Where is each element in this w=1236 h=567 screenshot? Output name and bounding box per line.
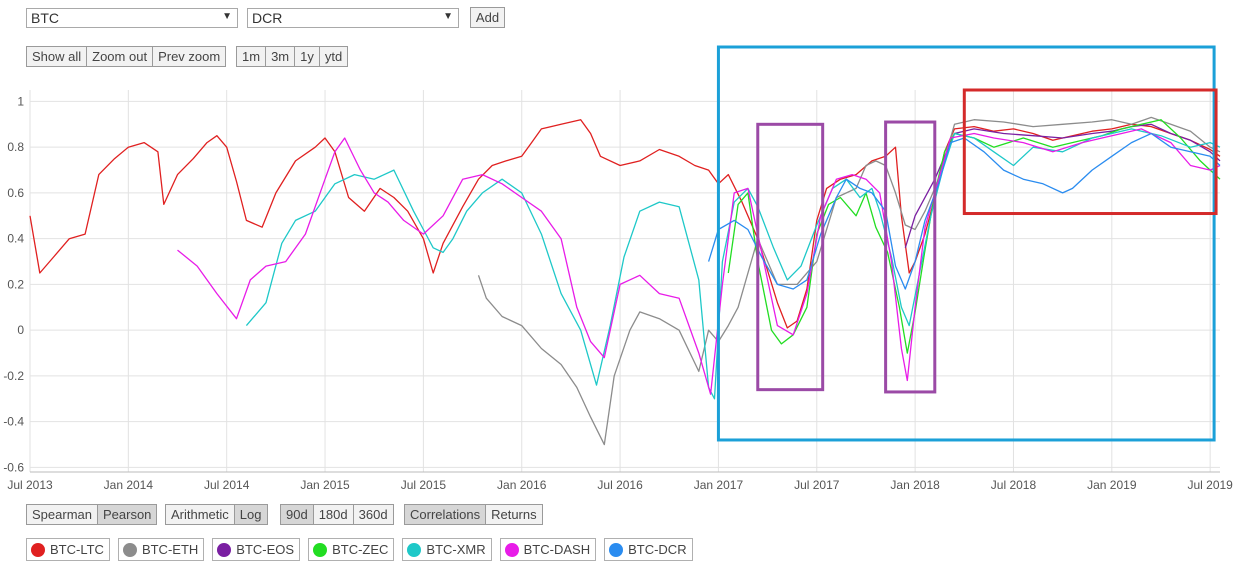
- method-controls: Spearman Pearson: [26, 504, 158, 525]
- legend-item-btc-eth[interactable]: BTC-ETH: [117, 538, 205, 561]
- add-button[interactable]: Add: [470, 7, 505, 28]
- series-line-btc-zec: [727, 119, 1221, 354]
- scale-controls: Arithmetic Log: [165, 504, 268, 525]
- x-tick-label: Jan 2019: [1087, 478, 1137, 492]
- pearson-button[interactable]: Pearson: [97, 504, 158, 525]
- series-color-dot: [31, 542, 45, 557]
- x-tick-label: Jul 2013: [7, 478, 53, 492]
- x-tick-label: Jul 2016: [597, 478, 643, 492]
- series-line-btc-dash: [177, 128, 1221, 395]
- legend-label: BTC-LTC: [50, 542, 104, 557]
- legend-item-btc-eos[interactable]: BTC-EOS: [212, 538, 301, 561]
- legend-label: BTC-EOS: [236, 542, 295, 557]
- series-color-dot: [122, 542, 137, 557]
- chevron-down-icon: ▼: [443, 11, 453, 22]
- legend: BTC-LTC BTC-ETH BTC-EOS BTC-ZEC BTC-XMR …: [26, 538, 693, 561]
- window-90d-button[interactable]: 90d: [280, 504, 314, 525]
- x-tick-label: Jul 2014: [204, 478, 250, 492]
- log-button[interactable]: Log: [234, 504, 268, 525]
- show-all-button[interactable]: Show all: [26, 46, 88, 67]
- y-tick-label: 1: [17, 94, 24, 108]
- x-tick-label: Jul 2018: [991, 478, 1037, 492]
- x-tick-label: Jul 2015: [401, 478, 447, 492]
- x-tick-label: Jan 2018: [890, 478, 940, 492]
- y-tick-label: -0.4: [3, 415, 24, 429]
- series-line-btc-eos: [904, 123, 1221, 248]
- asset-select-2-value: DCR: [252, 10, 283, 26]
- chevron-down-icon: ▼: [222, 11, 232, 22]
- returns-button[interactable]: Returns: [486, 504, 543, 525]
- legend-item-btc-zec[interactable]: BTC-ZEC: [308, 538, 395, 561]
- asset-select-2[interactable]: DCR ▼: [247, 8, 459, 28]
- asset-select-1[interactable]: BTC ▼: [26, 8, 238, 28]
- y-tick-label: -0.6: [3, 460, 24, 474]
- zoom-out-button[interactable]: Zoom out: [87, 46, 154, 67]
- y-tick-label: 0.2: [7, 277, 24, 291]
- window-360d-button[interactable]: 360d: [353, 504, 394, 525]
- range-1m-button[interactable]: 1m: [236, 46, 267, 67]
- x-tick-label: Jul 2019: [1187, 478, 1233, 492]
- legend-item-btc-ltc[interactable]: BTC-LTC: [26, 538, 110, 561]
- legend-label: BTC-ZEC: [332, 542, 389, 557]
- range-3m-button[interactable]: 3m: [266, 46, 296, 67]
- prev-zoom-button[interactable]: Prev zoom: [153, 46, 227, 67]
- series-line-btc-dcr: [707, 132, 1221, 290]
- series-color-dot: [504, 542, 519, 557]
- y-tick-label: 0: [17, 323, 24, 337]
- window-180d-button[interactable]: 180d: [313, 504, 354, 525]
- series-color-dot: [313, 542, 328, 557]
- annotation-box-1: [716, 45, 1216, 442]
- annotation-box-2: [756, 122, 825, 392]
- legend-label: BTC-DASH: [523, 542, 591, 557]
- correlation-chart[interactable]: 1 0.8 0.6 0.4 0.2 0 -0.2 -0.4 -0.6 Jul 2013 Jan 20…: [0, 0, 1236, 500]
- legend-label: BTC-XMR: [426, 542, 486, 557]
- range-1y-button[interactable]: 1y: [295, 46, 320, 67]
- correlations-button[interactable]: Correlations: [404, 504, 487, 525]
- series-color-dot: [609, 542, 624, 557]
- zoom-controls: Show all Zoom out Prev zoom: [26, 46, 227, 67]
- x-tick-label: Jan 2015: [300, 478, 350, 492]
- legend-label: BTC-DCR: [628, 542, 687, 557]
- series-color-dot: [407, 542, 422, 557]
- y-tick-label: 0.4: [7, 232, 24, 246]
- x-tick-label: Jul 2017: [794, 478, 840, 492]
- legend-item-btc-xmr[interactable]: BTC-XMR: [402, 538, 492, 561]
- series-line-btc-eth: [477, 116, 1221, 446]
- series-line-btc-ltc: [29, 119, 1221, 329]
- y-tick-label: 0.8: [7, 140, 24, 154]
- x-tick-label: Jan 2016: [497, 478, 547, 492]
- annotation-box-3: [884, 120, 937, 394]
- range-ytd-button[interactable]: ytd: [319, 46, 349, 67]
- asset-select-1-value: BTC: [31, 10, 59, 26]
- range-controls: 1m 3m 1y ytd: [236, 46, 349, 67]
- x-tick-label: Jan 2017: [694, 478, 744, 492]
- legend-item-btc-dash[interactable]: BTC-DASH: [499, 538, 597, 561]
- series-color-dot: [217, 542, 232, 557]
- x-tick-label: Jan 2014: [104, 478, 154, 492]
- legend-item-btc-dcr[interactable]: BTC-DCR: [604, 538, 693, 561]
- window-controls: 90d 180d 360d: [280, 504, 394, 525]
- legend-label: BTC-ETH: [141, 542, 199, 557]
- series-line-btc-xmr: [245, 128, 1221, 400]
- mode-controls: Correlations Returns: [404, 504, 543, 525]
- spearman-button[interactable]: Spearman: [26, 504, 98, 525]
- arithmetic-button[interactable]: Arithmetic: [165, 504, 235, 525]
- annotation-box-4: [962, 88, 1218, 216]
- y-tick-label: -0.2: [3, 369, 24, 383]
- y-tick-label: 0.6: [7, 186, 24, 200]
